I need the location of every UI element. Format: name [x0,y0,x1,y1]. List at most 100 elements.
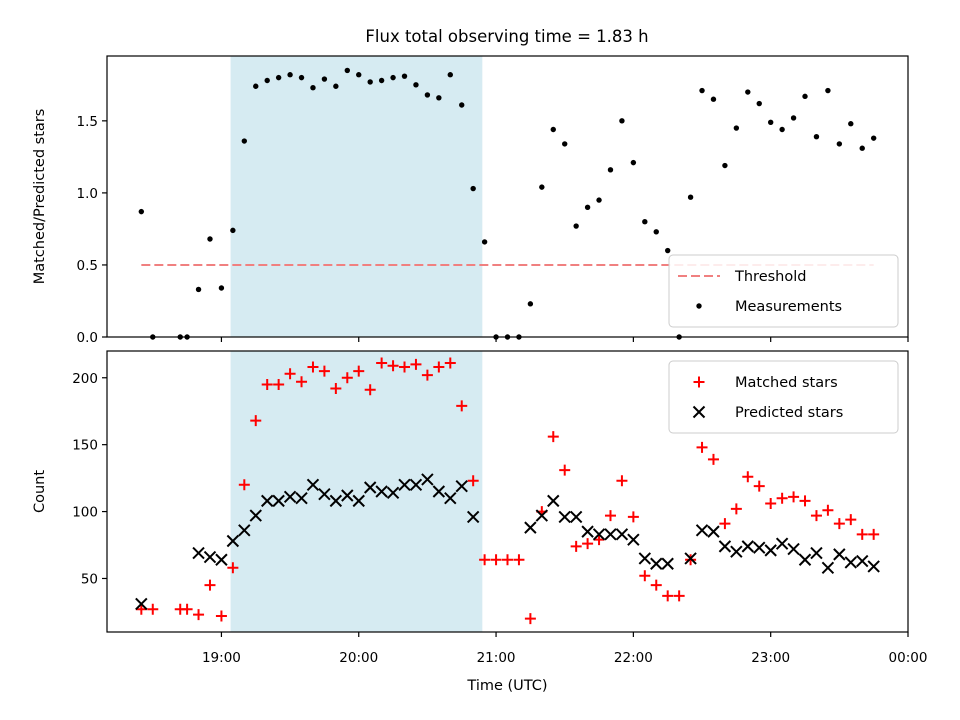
data-point [138,208,145,215]
data-point [341,372,353,384]
data-point [310,85,316,91]
data-point [502,554,513,566]
data-point [742,471,754,483]
data-point [376,357,388,369]
data-point [390,74,396,81]
data-point [765,498,777,510]
data-point [413,82,419,88]
legend-x-handle [692,405,706,419]
data-point [341,489,354,502]
data-point [745,89,751,95]
data-point [810,510,822,522]
data-point [699,87,705,94]
data-point [798,553,812,566]
data-point [836,141,843,147]
series-matched-stars [135,357,880,625]
data-point [135,597,148,611]
data-point [321,76,328,82]
legend: Matched stars Predicted stars [668,360,899,434]
data-point [856,528,868,540]
data-point [436,95,442,101]
data-point [238,479,250,491]
data-point [673,590,685,602]
data-point [639,570,651,582]
data-point [581,525,594,538]
data-point [868,528,880,540]
data-point [638,552,652,565]
data-point [447,72,453,78]
data-point [421,473,434,486]
series-predicted-stars [135,473,880,611]
observing-span-shade [230,351,483,632]
y-tick-label: 0.5 [77,258,98,274]
data-point [192,546,205,560]
y-tick-label: 200 [72,371,98,387]
data-point [859,145,865,151]
data-point [467,475,479,487]
data-point [466,510,480,524]
top-panel-scatter: 0.0 0.5 1.0 1.5 Matched/Predicted stars Thres… [32,55,909,346]
data-point [409,478,423,492]
data-point [306,478,320,492]
data-point [695,524,709,537]
data-point [825,87,831,94]
data-point [329,494,343,508]
data-point [432,485,446,498]
data-point [444,491,457,505]
data-point [775,537,789,550]
data-point [650,557,663,570]
data-point [790,115,797,121]
data-point [375,485,388,498]
data-point [741,540,755,553]
data-point [558,510,571,524]
data-point [779,126,785,133]
data-point [607,167,614,173]
data-point [687,194,694,200]
data-point [444,357,456,369]
data-point [627,533,640,546]
data-point [215,610,227,622]
data-point [344,67,350,74]
data-point [275,74,282,81]
data-point [253,83,259,89]
data-point [799,495,811,507]
data-point [250,415,262,427]
data-point [627,511,639,523]
data-point [226,534,240,548]
data-point [241,138,248,144]
data-point [822,504,834,516]
data-point [193,609,205,621]
data-point [307,361,319,373]
data-point [776,492,788,504]
data-point [821,561,835,574]
data-point [479,554,491,566]
data-point [398,478,411,492]
data-point [283,490,297,504]
data-point [733,125,740,131]
data-point [730,545,743,558]
x-tick-label: 22:00 [614,650,653,666]
data-point [730,503,742,515]
data-point [642,219,648,225]
data-point [616,475,628,487]
x-tick-label: 00:00 [889,650,928,666]
data-point [490,554,502,566]
data-point [707,525,720,538]
data-point [547,494,560,508]
data-point [181,603,193,615]
series-measurements [138,67,877,340]
data-point [539,184,545,190]
data-point [455,479,468,493]
legend-label: Predicted stars [735,405,843,421]
data-point [665,247,671,254]
data-point [195,286,202,293]
data-point [399,361,411,373]
y-tick-label: 0.0 [77,330,98,346]
x-axis-label: Time (UTC) [466,678,547,694]
data-point [147,603,159,615]
data-point [696,441,708,453]
data-point [845,514,857,526]
data-point [227,562,239,574]
legend-box [668,254,899,328]
